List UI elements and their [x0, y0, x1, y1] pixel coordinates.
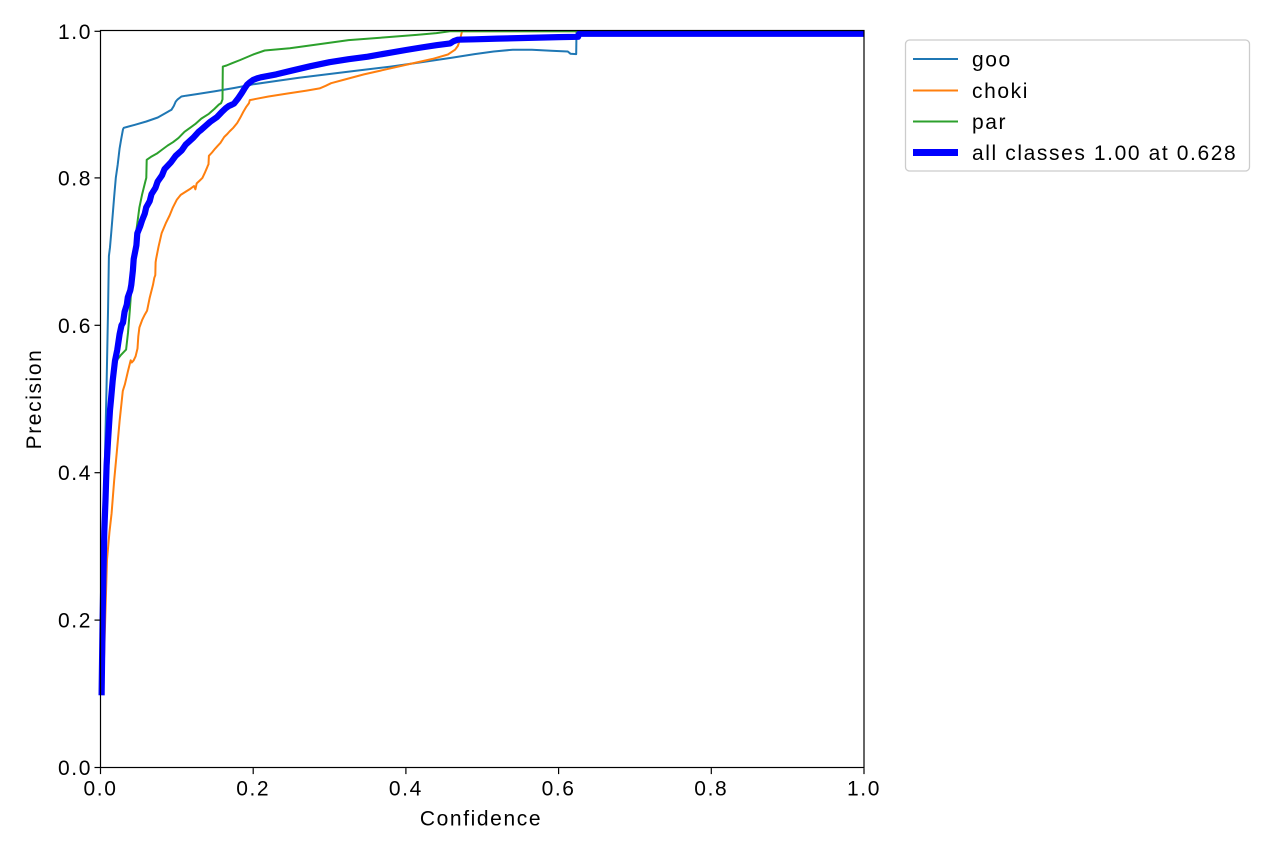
svg-text:0.8: 0.8 [694, 778, 728, 801]
svg-text:Confidence: Confidence [420, 808, 542, 831]
svg-text:0.8: 0.8 [58, 167, 92, 190]
svg-text:0.0: 0.0 [58, 757, 92, 780]
svg-text:Precision: Precision [23, 349, 46, 450]
svg-text:0.6: 0.6 [542, 778, 576, 801]
svg-text:0.6: 0.6 [58, 315, 92, 338]
svg-text:all classes 1.00 at 0.628: all classes 1.00 at 0.628 [972, 142, 1237, 165]
svg-text:0.4: 0.4 [389, 778, 423, 801]
svg-text:0.2: 0.2 [58, 610, 92, 633]
svg-text:par: par [972, 111, 1007, 134]
svg-text:0.2: 0.2 [236, 778, 270, 801]
svg-text:choki: choki [972, 80, 1029, 103]
svg-text:0.4: 0.4 [58, 462, 92, 485]
svg-text:1.0: 1.0 [847, 778, 881, 801]
svg-text:goo: goo [972, 49, 1012, 72]
svg-text:1.0: 1.0 [58, 21, 92, 44]
svg-text:0.0: 0.0 [84, 778, 118, 801]
